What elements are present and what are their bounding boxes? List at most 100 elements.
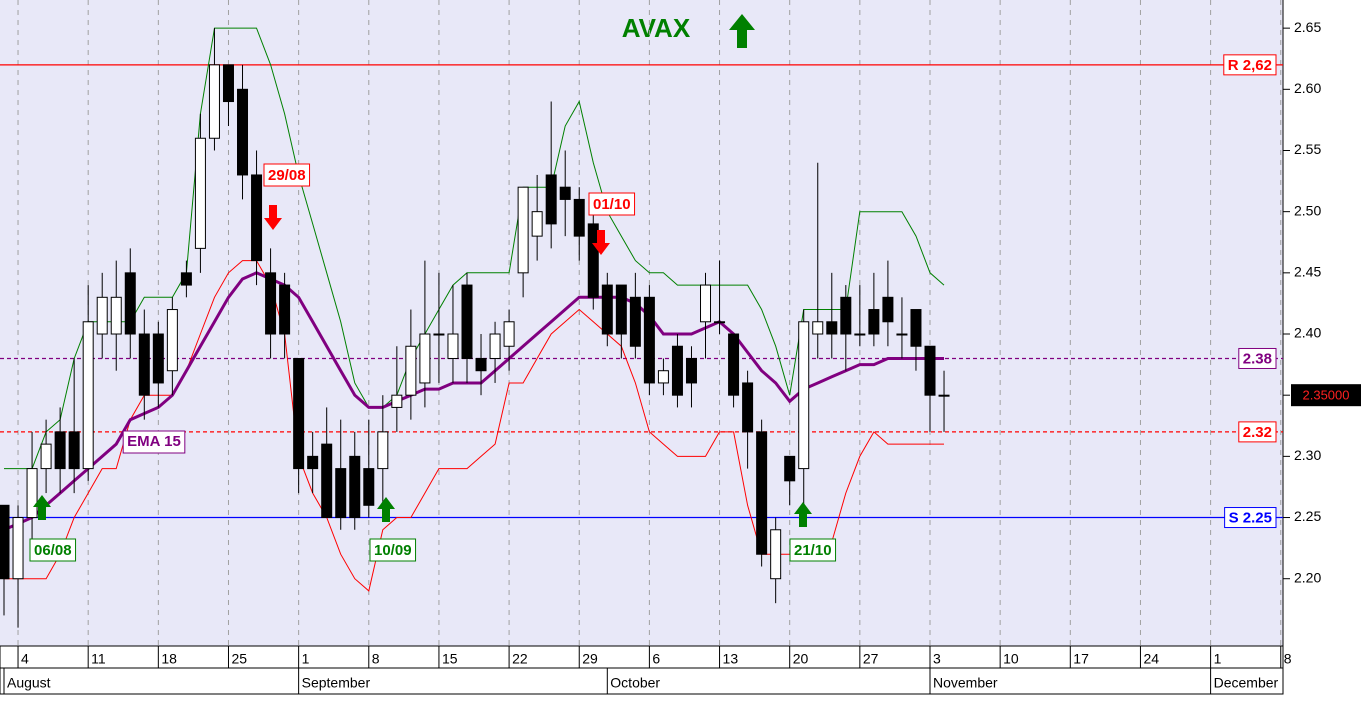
candle-body [770, 529, 782, 580]
chart-title: AVAX [622, 13, 691, 43]
candle-body [180, 272, 192, 286]
x-tick-label: 29 [582, 651, 598, 667]
candle-body [54, 431, 66, 470]
level-label-box [1223, 54, 1277, 76]
candle-body [868, 309, 880, 335]
candle-body [82, 321, 94, 470]
candle-body [391, 394, 403, 408]
y-tick-label: 2.25 [1294, 508, 1321, 524]
candle-body [447, 333, 459, 359]
candle-body [671, 345, 683, 396]
candle-body [0, 504, 10, 580]
candle-body [545, 174, 557, 225]
candle-body [166, 309, 178, 372]
level-label: 2.32 [1243, 424, 1272, 441]
candle-body [363, 468, 375, 506]
signal-arrow [264, 205, 282, 230]
indicator-line [4, 260, 944, 592]
x-tick-label: 13 [723, 651, 739, 667]
candle-body [110, 296, 122, 335]
candle-body [475, 357, 487, 372]
title-arrow [729, 14, 755, 48]
month-label: September [302, 675, 371, 691]
x-tick-label: 22 [512, 651, 528, 667]
candle-body [208, 64, 220, 139]
candle-body [321, 443, 333, 519]
signal-label: 01/10 [593, 196, 631, 213]
candle-body [12, 517, 24, 580]
candle-body [615, 284, 627, 335]
candle-body [559, 186, 571, 200]
candle-body [938, 394, 950, 397]
candle-body [96, 296, 108, 335]
candle-body [826, 321, 838, 335]
x-tick-label: 11 [91, 651, 106, 667]
y-tick-label: 2.20 [1294, 569, 1321, 585]
level-label: S 2.25 [1229, 510, 1272, 527]
candle-body [517, 186, 529, 274]
candle-body [854, 333, 866, 336]
x-tick-label: 4 [21, 651, 29, 667]
x-tick-label: 8 [1284, 651, 1292, 667]
month-label: December [1214, 675, 1279, 691]
month-label: October [610, 675, 660, 691]
candle-body [251, 174, 263, 262]
candle-body [924, 345, 936, 396]
x-tick-label: 15 [442, 651, 458, 667]
plot-background [0, 0, 1283, 646]
x-tick-label: 6 [652, 651, 660, 667]
candle-body [26, 468, 38, 519]
signal-box [588, 192, 636, 216]
x-tick-label: 1 [1214, 651, 1222, 667]
y-tick-label: 2.40 [1294, 325, 1321, 341]
x-tick-label: 3 [933, 651, 941, 667]
series-label-box [122, 430, 186, 454]
signal-label: 21/10 [794, 542, 832, 559]
level-label-box [1224, 507, 1277, 529]
candle-body [798, 321, 810, 470]
signal-box [789, 538, 837, 562]
indicator-line [3, 271, 944, 532]
signal-arrow [592, 230, 610, 255]
series-label: EMA 15 [127, 433, 181, 450]
x-tick-label: 18 [161, 651, 177, 667]
x-tick-label: 27 [863, 651, 879, 667]
candle-body [279, 284, 291, 335]
candle-body [587, 223, 599, 298]
last-price-label: 2.35000 [1303, 388, 1350, 403]
candle-body [405, 345, 417, 396]
candle-body [812, 321, 824, 335]
candle-body [461, 284, 473, 359]
level-label-box [1238, 421, 1277, 443]
candle-body [138, 333, 150, 396]
level-label-box [1238, 347, 1277, 369]
x-tick-label: 10 [1003, 651, 1019, 667]
x-tick-label: 8 [372, 651, 380, 667]
signal-box [263, 163, 311, 187]
y-tick-label: 2.50 [1294, 202, 1321, 218]
last-price-box [1291, 384, 1361, 407]
y-tick-label: 2.45 [1294, 264, 1321, 280]
candle-body [742, 382, 754, 433]
x-axis-panel [0, 645, 1284, 695]
candle-body [531, 211, 543, 237]
candle-body [728, 333, 740, 396]
indicator-line [4, 27, 945, 470]
candle-body [194, 137, 206, 249]
level-label: R 2,62 [1228, 57, 1272, 74]
candle-body [503, 321, 515, 347]
candle-body [896, 333, 908, 336]
x-tick-label: 1 [302, 651, 310, 667]
candle-body [349, 455, 361, 519]
candle-body [237, 88, 249, 176]
candle-body [293, 357, 305, 470]
candle-body [714, 321, 726, 324]
x-tick-label: 17 [1073, 651, 1089, 667]
candle-body [124, 272, 136, 335]
candle-body [377, 431, 389, 470]
candle-body [685, 357, 697, 384]
candle-body [433, 333, 445, 336]
candle-body [573, 198, 585, 237]
x-tick-label: 25 [231, 651, 247, 667]
